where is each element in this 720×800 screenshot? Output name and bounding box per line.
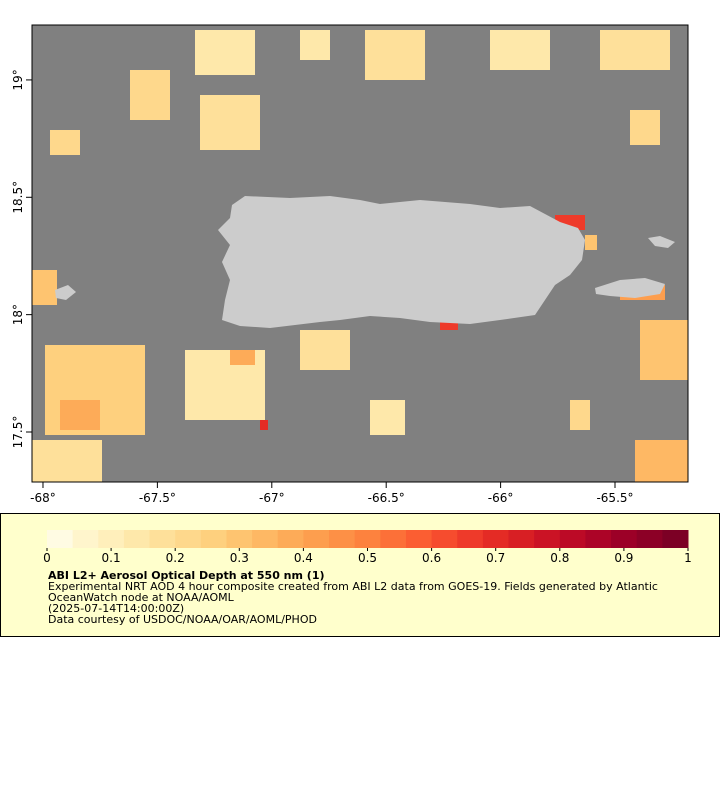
y-tick-label: 17.5° bbox=[11, 416, 25, 449]
map-frame bbox=[31, 24, 689, 483]
colorbar-tick-label: 0.9 bbox=[614, 551, 633, 565]
colorbar-swatch bbox=[47, 530, 74, 548]
colorbar-swatch bbox=[636, 530, 663, 548]
colorbar-swatch bbox=[482, 530, 510, 548]
colorbar-tick-label: 0.6 bbox=[422, 551, 441, 565]
colorbar-swatch bbox=[226, 530, 253, 548]
colorbar-tick-label: 0.8 bbox=[550, 551, 569, 565]
colorbar-tick-label: 0.1 bbox=[102, 551, 121, 565]
x-tick-label: -66.5° bbox=[368, 491, 405, 505]
colorbar-swatch bbox=[457, 530, 484, 548]
colorbar-tick-label: 0.5 bbox=[358, 551, 377, 565]
island bbox=[55, 285, 76, 300]
caption: ABI L2+ Aerosol Optical Depth at 550 nm … bbox=[48, 570, 688, 625]
colorbar-swatch bbox=[98, 530, 125, 548]
colorbar-tick-label: 0 bbox=[43, 551, 51, 565]
x-tick-label: -66° bbox=[488, 491, 514, 505]
colorbar-swatch bbox=[611, 530, 638, 548]
colorbar-tick-label: 0.4 bbox=[294, 551, 313, 565]
colorbar-swatch bbox=[380, 530, 407, 548]
y-tick-label: 18° bbox=[11, 304, 25, 325]
colorbar-swatch bbox=[534, 530, 561, 548]
aod-pixels bbox=[32, 30, 688, 482]
island bbox=[648, 236, 675, 248]
colorbar-swatch bbox=[431, 530, 458, 548]
colorbar-swatch bbox=[277, 530, 304, 548]
colorbar-swatch bbox=[662, 530, 689, 548]
colorbar-tick-label: 1 bbox=[684, 551, 692, 565]
colorbar-swatch bbox=[329, 530, 356, 548]
y-tick-label: 18.5° bbox=[11, 181, 25, 214]
caption-credit: Data courtesy of USDOC/NOAA/OAR/AOML/PHO… bbox=[48, 613, 317, 626]
colorbar-swatch bbox=[149, 530, 176, 548]
y-tick-label: 19° bbox=[11, 69, 25, 90]
colorbar-tick-label: 0.7 bbox=[486, 551, 505, 565]
island bbox=[218, 196, 585, 328]
caption-title: ABI L2+ Aerosol Optical Depth at 550 nm … bbox=[48, 569, 325, 582]
colorbar-swatch bbox=[508, 530, 535, 548]
colorbar-swatch bbox=[405, 530, 433, 548]
caption-description: Experimental NRT AOD 4 hour composite cr… bbox=[48, 580, 658, 604]
colorbar-swatch bbox=[200, 530, 227, 548]
x-tick-label: -65.5° bbox=[596, 491, 633, 505]
colorbar-swatch bbox=[252, 530, 279, 548]
colorbar-swatch bbox=[354, 530, 381, 548]
colorbar-tick-label: 0.2 bbox=[166, 551, 185, 565]
x-tick-label: -67.5° bbox=[139, 491, 176, 505]
island bbox=[595, 278, 665, 298]
x-tick-label: -67° bbox=[259, 491, 285, 505]
colorbar-swatch bbox=[123, 530, 151, 548]
colorbar-swatch bbox=[303, 530, 330, 548]
caption-time: (2025-07-14T14:00:00Z) bbox=[48, 602, 185, 615]
colorbar-tick-label: 0.3 bbox=[230, 551, 249, 565]
colorbar-swatch bbox=[559, 530, 586, 548]
colorbar-swatch bbox=[585, 530, 612, 548]
x-tick-label: -68° bbox=[30, 491, 56, 505]
colorbar-swatch bbox=[72, 530, 99, 548]
colorbar-swatch bbox=[175, 530, 202, 548]
